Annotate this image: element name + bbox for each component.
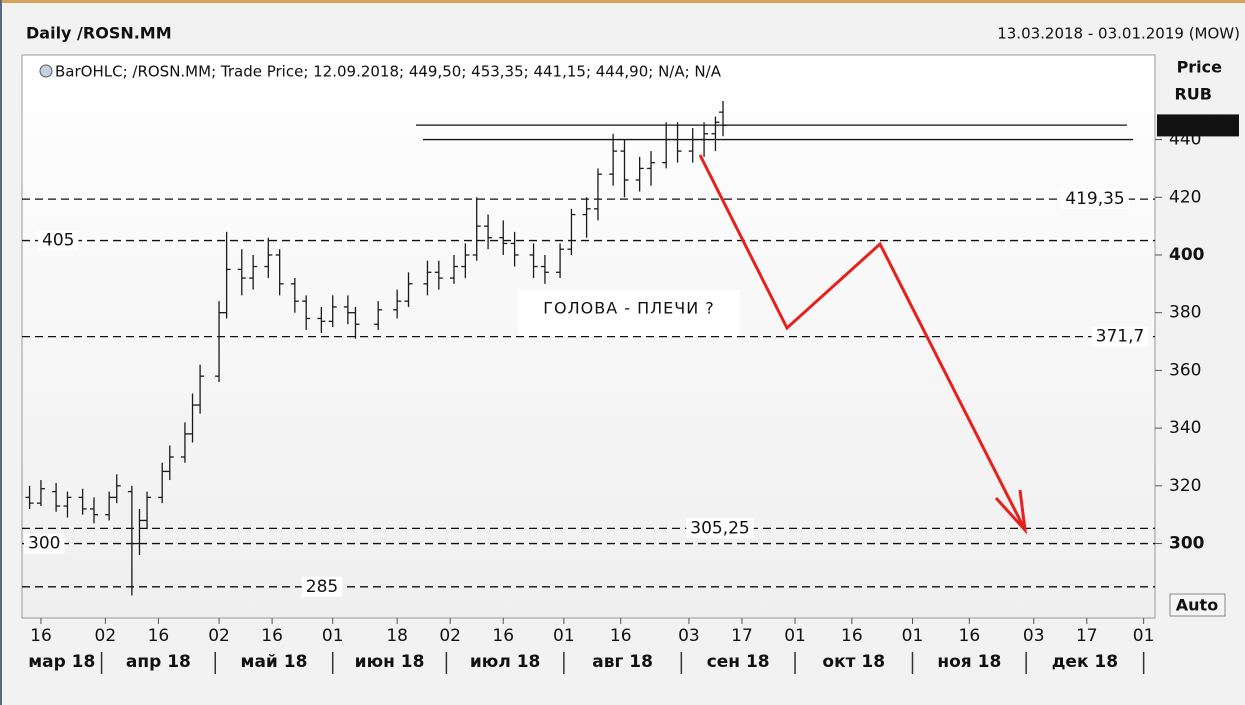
level-label: 405 — [42, 231, 74, 251]
x-tick-label: 16 — [30, 626, 52, 646]
y-axis-label: Price — [1177, 58, 1223, 77]
date-range: 13.03.2018 - 03.01.2019 (MOW) — [997, 25, 1240, 43]
y-tick-label: 300 — [1169, 534, 1205, 554]
level-label: 419,35 — [1065, 189, 1124, 209]
x-tick-label: 16 — [148, 626, 170, 646]
x-tick-label: 03 — [678, 626, 700, 646]
month-label: сен 18 — [707, 652, 770, 672]
chart-title: Daily /ROSN.MM — [26, 24, 172, 43]
last-price-box — [1157, 114, 1239, 137]
x-tick-label: 18 — [386, 626, 408, 646]
month-label: авг 18 — [592, 652, 653, 672]
y-tick-label: 320 — [1169, 476, 1201, 496]
level-label: 371,7 — [1096, 327, 1145, 347]
month-label: ноя 18 — [937, 652, 1001, 672]
x-tick-label: 02 — [95, 626, 117, 646]
level-label-bg — [1061, 189, 1129, 210]
y-tick-label: 400 — [1169, 245, 1205, 265]
month-label: апр 18 — [126, 652, 191, 672]
x-tick-label: 16 — [492, 626, 514, 646]
level-label: 305,25 — [690, 518, 749, 538]
level-label: 300 — [28, 534, 60, 554]
left-border — [0, 0, 2, 705]
auto-button[interactable] — [1169, 593, 1226, 617]
y-tick-label: 360 — [1169, 360, 1201, 380]
x-tick-label: 17 — [731, 626, 753, 646]
level-label: 285 — [306, 577, 338, 597]
x-tick-label: 01 — [1133, 626, 1155, 646]
annotation-box — [518, 290, 740, 336]
legend: BarOHLC; /ROSN.MM; Trade Price; 12.09.20… — [55, 63, 722, 81]
x-tick-label: 01 — [902, 626, 924, 646]
level-label-bg — [24, 533, 65, 554]
last-price-label: 444,90 — [1159, 115, 1225, 135]
auto-button-label[interactable]: Auto — [1176, 596, 1218, 615]
x-tick-label: 02 — [208, 626, 230, 646]
month-label: июл 18 — [470, 652, 540, 672]
top-border — [0, 0, 1245, 3]
level-label-bg — [301, 576, 343, 597]
x-tick-label: 16 — [959, 626, 981, 646]
x-tick-label: 16 — [261, 626, 283, 646]
month-label: мар 18 — [28, 652, 95, 672]
x-tick-label: 16 — [610, 626, 632, 646]
y-axis-unit: RUB — [1174, 85, 1212, 104]
legend-icon — [39, 64, 53, 78]
level-label-bg — [38, 230, 79, 251]
y-tick-label: 380 — [1169, 303, 1201, 323]
x-tick-label: 03 — [1023, 626, 1045, 646]
level-label-bg — [1091, 326, 1149, 347]
month-label: дек 18 — [1052, 652, 1118, 672]
level-label-bg — [686, 518, 754, 539]
x-tick-label: 02 — [439, 626, 461, 646]
month-label: май 18 — [241, 652, 308, 672]
x-tick-label: 01 — [553, 626, 575, 646]
y-tick-label: 420 — [1169, 187, 1201, 207]
arrow — [698, 154, 1027, 531]
arrow-head — [994, 489, 1028, 535]
x-tick-label: 16 — [841, 626, 863, 646]
x-tick-label: 17 — [1076, 626, 1098, 646]
month-label: окт 18 — [822, 652, 885, 672]
annotation: ГОЛОВА - ПЛЕЧИ ? — [543, 299, 715, 318]
month-label: июн 18 — [355, 652, 425, 672]
x-tick-label: 01 — [784, 626, 806, 646]
x-tick-label: 01 — [322, 626, 344, 646]
y-tick-label: 340 — [1169, 418, 1201, 438]
